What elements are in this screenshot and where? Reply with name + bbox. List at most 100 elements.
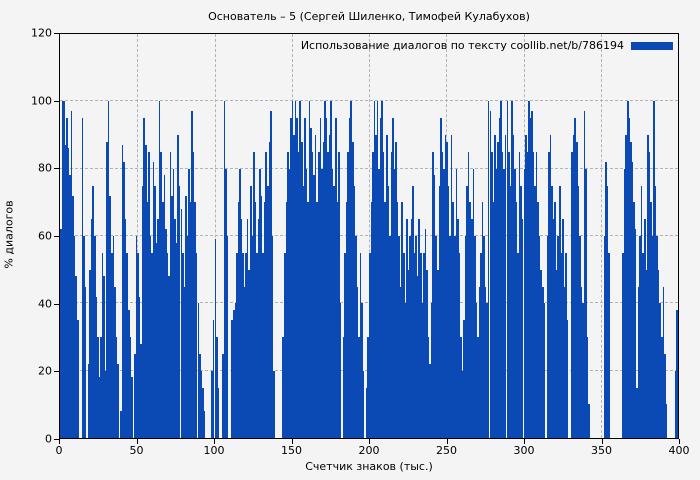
bar — [124, 219, 127, 438]
bar — [304, 118, 306, 438]
bar — [497, 141, 499, 438]
bar — [160, 151, 162, 438]
bar — [430, 303, 433, 438]
bar — [506, 101, 509, 438]
bar — [565, 252, 567, 438]
bar — [458, 252, 461, 438]
bar — [75, 276, 77, 438]
bar — [647, 135, 649, 438]
bar — [404, 303, 407, 438]
bar — [606, 185, 609, 438]
bar — [384, 202, 386, 438]
bar — [214, 239, 217, 438]
bar — [562, 219, 564, 438]
bar — [202, 387, 204, 438]
bar — [644, 219, 646, 438]
bar — [265, 151, 268, 438]
bar — [628, 118, 631, 438]
bar — [542, 286, 544, 438]
bar — [424, 229, 427, 438]
bar — [432, 151, 434, 438]
bar — [194, 202, 196, 438]
x-tick-mark — [679, 439, 680, 444]
bar — [200, 370, 203, 438]
y-tick-mark — [54, 100, 59, 102]
bar — [566, 320, 569, 438]
x-tick-mark — [601, 439, 603, 444]
bar — [557, 236, 560, 438]
bar — [293, 135, 295, 438]
bar — [356, 286, 359, 438]
bar — [222, 353, 224, 438]
bar — [305, 168, 308, 438]
chart-title: Основатель – 5 (Сергей Шиленко, Тимофей … — [208, 10, 530, 23]
bar — [436, 269, 439, 438]
bar — [121, 145, 124, 438]
bar — [469, 202, 471, 438]
bar — [444, 135, 447, 438]
bar — [257, 219, 260, 438]
bar — [61, 101, 64, 438]
x-tick-label: 50 — [129, 444, 144, 457]
x-tick-mark — [291, 439, 293, 444]
bar — [182, 252, 184, 438]
bar — [225, 168, 227, 438]
bar — [410, 219, 413, 438]
bar — [226, 236, 229, 438]
x-gridline — [137, 34, 139, 438]
bar — [402, 252, 405, 438]
bar — [385, 135, 388, 438]
bar — [262, 252, 264, 438]
bar — [199, 353, 201, 438]
x-tick-mark — [214, 439, 215, 444]
bar — [447, 185, 450, 438]
bar — [267, 185, 269, 438]
bar — [183, 286, 186, 438]
bar — [433, 175, 436, 438]
bar — [382, 151, 385, 438]
bar — [178, 185, 181, 438]
bar — [484, 286, 487, 438]
bar — [535, 151, 538, 438]
bar — [90, 219, 93, 438]
bar — [254, 202, 257, 438]
bar — [350, 101, 352, 438]
y-tick-label: 20 — [38, 364, 52, 378]
bar — [348, 118, 351, 438]
bar — [301, 141, 303, 438]
bar — [109, 195, 111, 438]
bar — [248, 269, 251, 438]
bar — [583, 111, 586, 438]
bar — [216, 337, 218, 438]
bar — [634, 229, 637, 438]
bar — [467, 151, 470, 438]
x-tick-label: 250 — [436, 444, 457, 457]
bar — [463, 320, 465, 438]
bar — [259, 168, 261, 438]
bar — [665, 404, 668, 438]
bar — [546, 236, 549, 438]
bar — [157, 219, 159, 438]
bar — [67, 148, 70, 438]
bar — [169, 151, 172, 438]
bar — [407, 269, 410, 438]
bar — [352, 141, 354, 438]
bar — [93, 236, 96, 438]
bar — [481, 202, 484, 438]
bar — [151, 252, 153, 438]
bar — [461, 370, 464, 438]
bar — [630, 141, 632, 438]
bar — [504, 135, 507, 438]
bar — [512, 135, 515, 438]
x-axis-label: Счетчик знаков (тыс.) — [305, 460, 433, 473]
bar — [95, 296, 98, 438]
bar — [290, 118, 292, 438]
bar — [271, 236, 274, 438]
bar — [288, 168, 291, 438]
bar — [321, 168, 323, 438]
bar — [154, 185, 156, 438]
bar — [531, 111, 533, 438]
bar — [416, 276, 419, 438]
bar — [487, 101, 490, 438]
x-tick-mark — [524, 439, 525, 444]
